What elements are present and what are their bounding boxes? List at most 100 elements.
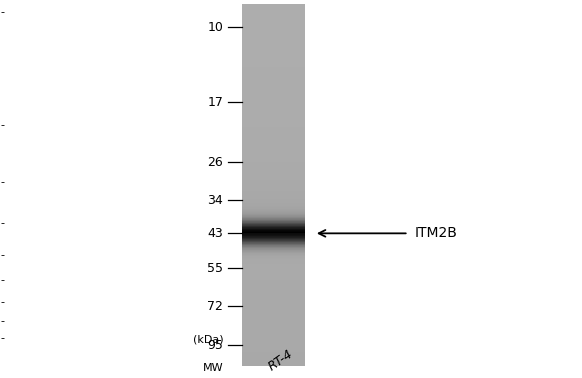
Bar [242,159,306,160]
Bar [242,152,306,153]
Bar [242,164,306,165]
Bar [242,6,306,7]
Bar [242,196,306,197]
Bar [242,332,306,333]
Bar [242,284,306,285]
Bar [242,198,306,199]
Bar [242,20,306,21]
Bar [242,26,306,27]
Bar [242,99,306,100]
Bar [242,336,306,337]
Bar [242,154,306,155]
Bar [242,102,306,103]
Bar [242,175,306,176]
Bar [242,33,306,34]
Bar [242,52,306,53]
Bar [242,273,306,274]
Bar [242,249,306,250]
Text: MW: MW [203,363,223,373]
Bar [242,349,306,350]
Bar [242,342,306,343]
Bar [242,79,306,80]
Bar [242,295,306,296]
Bar [242,215,306,216]
Bar [242,66,306,67]
Bar [242,238,306,239]
Bar [242,141,306,142]
Bar [242,310,306,311]
Bar [242,321,306,322]
Bar [242,315,306,316]
Bar [242,223,306,224]
Bar [242,88,306,89]
Bar [242,343,306,344]
Bar [242,107,306,108]
Bar [242,4,306,5]
Bar [242,200,306,201]
Bar [242,168,306,169]
Bar [242,294,306,295]
Bar [242,202,306,203]
Bar [242,174,306,175]
Bar [242,301,306,302]
Bar [242,281,306,282]
Bar [242,351,306,352]
Text: 43: 43 [208,227,223,240]
Bar [242,81,306,82]
Bar [242,305,306,306]
Bar [242,244,306,245]
Bar [242,94,306,95]
Bar [242,24,306,25]
Bar [242,275,306,276]
Bar [242,299,306,300]
Bar [242,75,306,76]
Bar [242,96,306,97]
Bar [242,312,306,313]
Bar [242,216,306,217]
Bar [242,101,306,102]
Bar [242,90,306,91]
Bar [242,271,306,272]
Bar [242,110,306,111]
Bar [242,228,306,229]
Bar [242,13,306,14]
Bar [242,194,306,195]
Bar [242,188,306,189]
Bar [242,77,306,78]
Bar [242,193,306,194]
Bar [242,186,306,187]
Bar [242,279,306,280]
Bar [242,89,306,90]
Bar [242,97,306,98]
Bar [242,220,306,221]
Bar [242,100,306,101]
Text: 17: 17 [207,96,223,108]
Bar [242,233,306,234]
Text: 95: 95 [207,339,223,352]
Bar [242,266,306,267]
Bar [242,355,306,356]
Bar [242,247,306,248]
Bar [242,146,306,147]
Bar [242,103,306,104]
Bar [242,155,306,156]
Bar [242,130,306,131]
Bar [242,137,306,138]
Bar [242,264,306,265]
Bar [242,269,306,270]
Bar [242,120,306,121]
Bar [242,150,306,151]
Bar [242,19,306,20]
Bar [242,214,306,215]
Bar [242,265,306,266]
Bar [242,161,306,162]
Bar [242,127,306,128]
Bar [242,135,306,136]
Bar [242,42,306,43]
Bar [242,166,306,167]
Bar [242,317,306,318]
Bar [242,274,306,275]
Bar [242,201,306,202]
Bar [242,307,306,308]
Bar [242,303,306,304]
